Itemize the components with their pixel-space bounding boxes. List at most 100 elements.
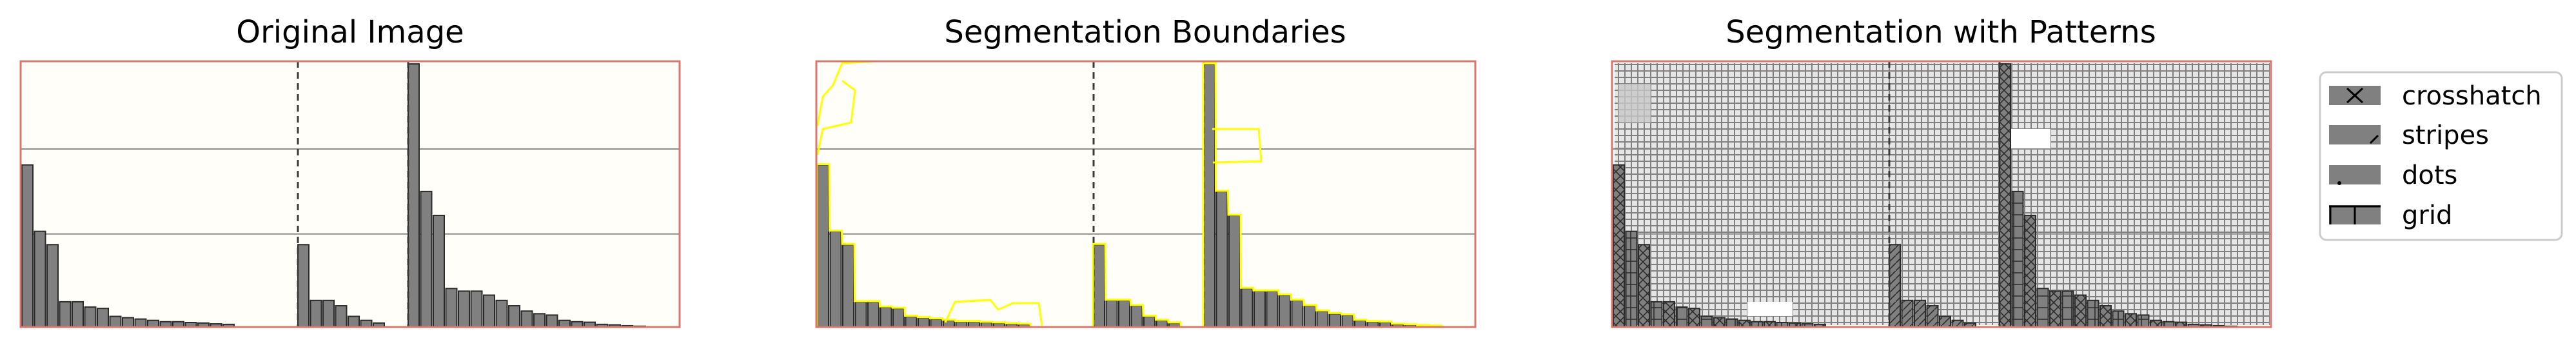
segment-patch xyxy=(1618,84,1651,123)
bar-group1-8 xyxy=(1700,315,1713,328)
bar-group2-5 xyxy=(348,315,360,328)
bar-group1-6 xyxy=(880,306,892,328)
plot-frame xyxy=(815,60,1477,328)
legend-item-crosshatch: crosshatch xyxy=(2329,81,2542,111)
bar-group3-2 xyxy=(2011,190,2024,328)
bar-group3-8 xyxy=(2087,299,2099,328)
bar-group1-6 xyxy=(1675,306,1688,328)
bar-group3-8 xyxy=(1291,299,1304,328)
bar-group3-4 xyxy=(2036,288,2049,328)
bar-group3-5 xyxy=(2049,290,2061,328)
boundary-segment-1 xyxy=(816,60,875,155)
bar-group2-6 xyxy=(1951,319,1964,328)
bar-group3-10 xyxy=(2112,310,2125,328)
plot-background xyxy=(21,61,680,327)
legend-label-stripes: stripes xyxy=(2402,121,2489,150)
bar-group1-1 xyxy=(1613,164,1625,328)
bar-group3-8 xyxy=(495,299,508,328)
dots-region xyxy=(1615,63,2270,325)
boundary-outline-group3 xyxy=(1202,62,1443,327)
plot-frame xyxy=(19,60,681,328)
panel2-title: Segmentation Boundaries xyxy=(944,14,1346,50)
bar-group2-1 xyxy=(1889,244,1901,328)
boundary-segment-3 xyxy=(1212,128,1263,164)
bar-group3-5 xyxy=(458,290,470,328)
bar-group2-5 xyxy=(1939,315,1951,328)
bar-group2-5 xyxy=(1143,315,1155,328)
bar-group1-3 xyxy=(842,244,854,328)
bar-group2-3 xyxy=(322,299,335,328)
bar-group1-7 xyxy=(97,308,109,328)
bar-group1-3 xyxy=(46,244,59,328)
bar-group1-7 xyxy=(1688,308,1700,328)
panel-original-image xyxy=(19,60,681,328)
panel1-title: Original Image xyxy=(236,14,464,50)
bar-group3-7 xyxy=(483,294,495,328)
bar-group3-12 xyxy=(2137,314,2150,328)
legend-label-grid: grid xyxy=(2402,201,2452,230)
bar-group2-6 xyxy=(1155,319,1168,328)
bar-group1-4 xyxy=(1650,301,1663,328)
bar-group3-6 xyxy=(1266,290,1279,328)
panel3-title: Segmentation with Patterns xyxy=(1726,14,2156,50)
bar-group3-11 xyxy=(1329,313,1341,328)
segment-patch xyxy=(1747,302,1793,316)
bar-group1-4 xyxy=(854,301,867,328)
panel-segmentation-boundaries xyxy=(815,60,1477,328)
bar-group1-11 xyxy=(1738,319,1751,328)
legend-item-grid: grid xyxy=(2329,201,2452,230)
bar-group2-1 xyxy=(1093,244,1105,328)
bar-group1-10 xyxy=(1726,318,1738,328)
bar-group1-8 xyxy=(109,315,122,328)
bar-group3-3 xyxy=(433,214,445,328)
bar-group2-3 xyxy=(1118,299,1130,328)
legend-frame xyxy=(2319,71,2563,241)
bar-group3-4 xyxy=(445,288,458,328)
bar-group1-2 xyxy=(1625,230,1638,328)
bar-group3-5 xyxy=(1254,290,1266,328)
legend: crosshatch stripes dots grid xyxy=(2319,71,2563,241)
bar-group3-9 xyxy=(1304,305,1316,328)
bar-group3-6 xyxy=(470,290,483,328)
bar-group2-2 xyxy=(310,299,322,328)
bar-group3-9 xyxy=(2099,305,2112,328)
bar-group3-3 xyxy=(2024,214,2036,328)
bar-group1-8 xyxy=(905,315,918,328)
bar-group3-7 xyxy=(2074,294,2087,328)
bar-group2-4 xyxy=(335,305,348,328)
bar-group3-10 xyxy=(520,310,533,328)
bar-group1-5 xyxy=(1663,301,1675,328)
bar-group3-13 xyxy=(1354,319,1366,328)
bar-group1-2 xyxy=(829,230,842,328)
bar-group1-9 xyxy=(1713,317,1726,328)
plot-background xyxy=(816,61,1475,327)
bar-group1-1 xyxy=(817,164,829,328)
bar-group2-6 xyxy=(360,319,373,328)
segment-patch xyxy=(2005,129,2050,148)
bar-group1-9 xyxy=(918,317,930,328)
bar-group1-7 xyxy=(892,308,905,328)
bar-group1-5 xyxy=(72,301,84,328)
bar-group1-4 xyxy=(59,301,72,328)
bar-group1-3 xyxy=(1638,244,1650,328)
bar-group1-5 xyxy=(867,301,880,328)
boundary-outline-group1 xyxy=(816,163,1032,327)
stripe-mark-icon xyxy=(2369,134,2379,144)
bar-group2-4 xyxy=(1926,305,1939,328)
bar-group3-6 xyxy=(2061,290,2074,328)
bar-group2-2 xyxy=(1901,299,1914,328)
bar-group3-7 xyxy=(1279,294,1291,328)
bar-group2-4 xyxy=(1130,305,1143,328)
grid-mark-icon xyxy=(2329,205,2381,224)
bar-group3-13 xyxy=(558,319,571,328)
bar-group2-1 xyxy=(297,244,310,328)
bar-group3-11 xyxy=(533,313,546,328)
bar-group1-10 xyxy=(930,318,943,328)
boundary-segment-2 xyxy=(944,299,1043,326)
bar-group3-2 xyxy=(420,190,433,328)
bar-group1-6 xyxy=(84,306,97,328)
boundary-outline-group2 xyxy=(1092,243,1182,327)
bar-group3-2 xyxy=(1215,190,1228,328)
bar-group3-12 xyxy=(546,314,558,328)
legend-item-dots: dots xyxy=(2329,161,2457,190)
